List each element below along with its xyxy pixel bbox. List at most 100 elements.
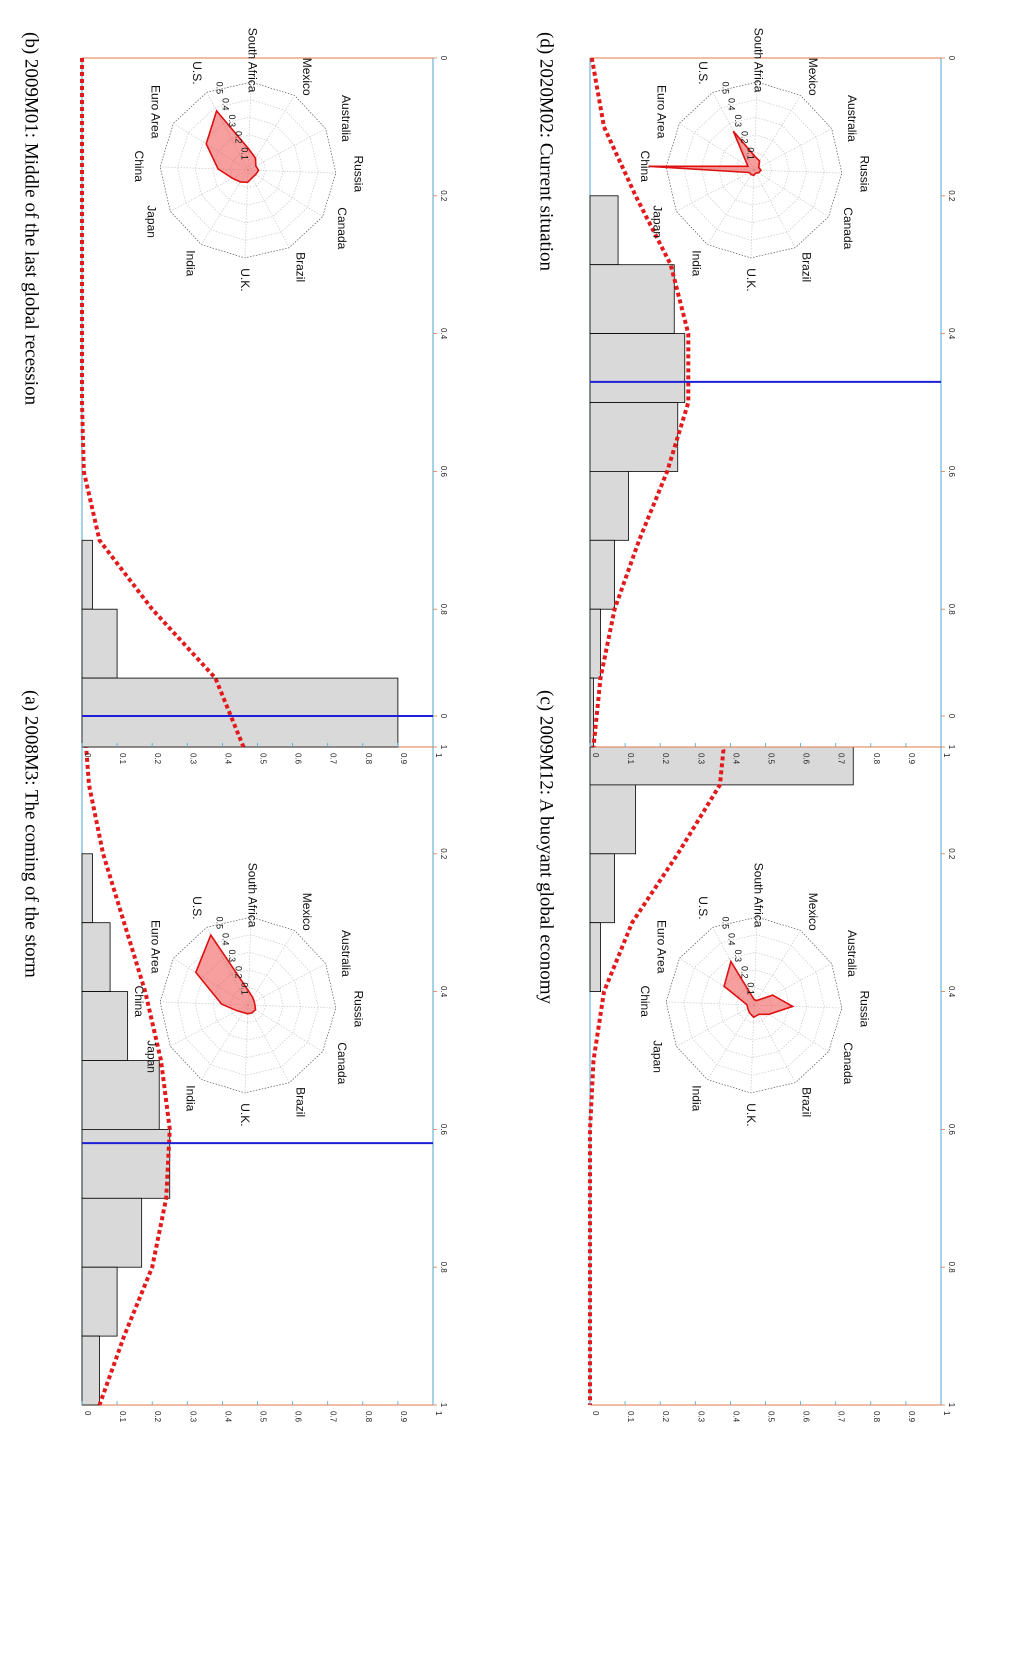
histogram-bar <box>81 608 118 679</box>
x-tick-label: 0.6 <box>947 1124 956 1136</box>
density-curve <box>80 58 246 748</box>
radar-spoke <box>247 930 295 1006</box>
radar-axis-label: Australia <box>845 930 859 977</box>
histogram-bar <box>589 853 615 924</box>
histogram-bar <box>81 1197 143 1268</box>
radar-ring-label: 0.4 <box>727 98 737 111</box>
radar-spoke <box>666 1001 755 1006</box>
y-tick-label: 0.6 <box>294 753 303 765</box>
y-tick-label: 0.3 <box>188 753 197 765</box>
radar-spoke <box>753 169 842 174</box>
radar-spoke <box>753 169 796 248</box>
x-tick-label: 0.4 <box>439 986 448 998</box>
radar-chart: 0.1 0.2 0.3 0.4 0.5 U.S. South Africa Mexico Aus… <box>638 28 872 292</box>
radar-spoke <box>753 169 829 217</box>
histogram-bar <box>81 1266 118 1337</box>
x-tick-label: 0 <box>947 56 956 61</box>
radar-axis-label: Russia <box>858 155 872 192</box>
radar-chart: 0.1 0.2 0.3 0.4 0.5 U.S. South Africa Mexico Aus… <box>132 28 366 292</box>
radar-spoke <box>679 958 755 1006</box>
radar-spoke <box>247 169 290 248</box>
x-tick-label: 0.4 <box>947 986 956 998</box>
y-tick-label: 0.4 <box>731 1411 740 1423</box>
radar-axis-label: India <box>184 250 198 276</box>
radar-ring <box>194 116 302 224</box>
x-tick-label: 0.8 <box>947 604 956 616</box>
radar-spoke <box>753 128 832 171</box>
histogram-bar <box>589 195 619 266</box>
y-tick-label: 0.2 <box>661 753 670 765</box>
radar-chart: 0.1 0.2 0.3 0.4 0.5 U.S. South Africa Mexico Aus… <box>638 863 872 1127</box>
histogram-bar <box>589 470 630 541</box>
y-tick-label: 0.8 <box>872 753 881 765</box>
radar-axis-label: China <box>638 986 652 1018</box>
radar-spoke <box>247 917 252 1006</box>
radar-spoke <box>753 1004 796 1083</box>
radar-spoke <box>753 1004 842 1009</box>
radar-ring-label: 0.1 <box>240 147 250 160</box>
x-tick-label: 0.8 <box>947 1262 956 1274</box>
y-tick-label: 0.4 <box>223 753 232 765</box>
x-tick-label: 0 <box>947 714 956 719</box>
radar-spoke <box>753 82 758 171</box>
radar-axis-label: Brazil <box>799 1087 813 1117</box>
y-tick-label: 0.2 <box>661 1411 670 1423</box>
radar-ring <box>700 951 808 1059</box>
radar-ring-label: 0.2 <box>233 966 243 979</box>
histogram-bar <box>589 677 594 748</box>
y-tick-label: 0.7 <box>329 753 338 765</box>
radar-spoke <box>676 169 755 212</box>
radar-axis-label: Russia <box>352 155 366 192</box>
x-tick-label: 0.4 <box>439 328 448 340</box>
radar-spoke <box>753 917 758 1006</box>
histogram-bar <box>81 1129 171 1199</box>
radar-spoke <box>247 95 295 171</box>
radar-spoke <box>201 169 249 245</box>
radar-axis-label: Euro Area <box>149 85 163 139</box>
radar-spoke <box>247 1004 290 1083</box>
radar-axis-label: Russia <box>352 990 366 1027</box>
radar-spoke <box>712 92 755 171</box>
y-tick-label: 0.3 <box>696 753 705 765</box>
radar-ring-label: 0.4 <box>727 933 737 946</box>
y-tick-label: 0 <box>591 753 600 758</box>
radar-axis-label: Brazil <box>799 252 813 282</box>
panel-title: (d) 2020M02: Current situation <box>536 32 557 272</box>
radar-data-polygon <box>648 130 763 177</box>
y-tick-label: 0.5 <box>259 753 268 765</box>
radar-axis-label: Australia <box>339 95 353 142</box>
radar-axis-label: India <box>690 250 704 276</box>
radar-axis-label: Canada <box>335 207 349 249</box>
radar-spoke <box>160 1001 249 1006</box>
histogram-bar <box>81 853 93 924</box>
radar-spoke <box>676 1004 755 1047</box>
radar-ring-label: 0.1 <box>746 982 756 995</box>
radar-axis-label: Brazil <box>293 1087 307 1117</box>
y-tick-label: 0 <box>83 1411 92 1416</box>
y-tick-label: 0.2 <box>153 1411 162 1423</box>
radar-spoke <box>170 169 249 212</box>
panel-d: (d) 2020M02: Current situation 0 0.1 0.2 0.3… <box>536 28 956 765</box>
radar-axis-label: Euro Area <box>655 920 669 974</box>
y-tick-label: 0.6 <box>802 1411 811 1423</box>
y-tick-label: 0.4 <box>731 753 740 765</box>
y-tick-label: 1 <box>434 1411 443 1416</box>
histogram-bar <box>589 608 601 679</box>
histogram-bar <box>81 677 399 748</box>
y-tick-label: 0 <box>591 1411 600 1416</box>
histogram-bar <box>81 539 93 610</box>
radar-axis-label: Australia <box>339 930 353 977</box>
radar-ring <box>736 987 772 1023</box>
radar-spoke <box>750 1004 755 1093</box>
radar-spoke <box>679 123 755 171</box>
y-tick-label: 0.7 <box>329 1411 338 1423</box>
radar-axis-label: India <box>690 1085 704 1111</box>
y-tick-label: 0.9 <box>907 753 916 765</box>
radar-axis-label: Japan <box>651 205 665 238</box>
x-tick-label: 0.8 <box>439 1262 448 1274</box>
radar-axis-label: Mexico <box>300 893 314 931</box>
radar-ring-label: 0.5 <box>720 917 730 930</box>
y-tick-label: 0.1 <box>626 1411 635 1423</box>
radar-chart: 0.1 0.2 0.3 0.4 0.5 U.S. South Africa Mexico Aus… <box>132 863 366 1127</box>
